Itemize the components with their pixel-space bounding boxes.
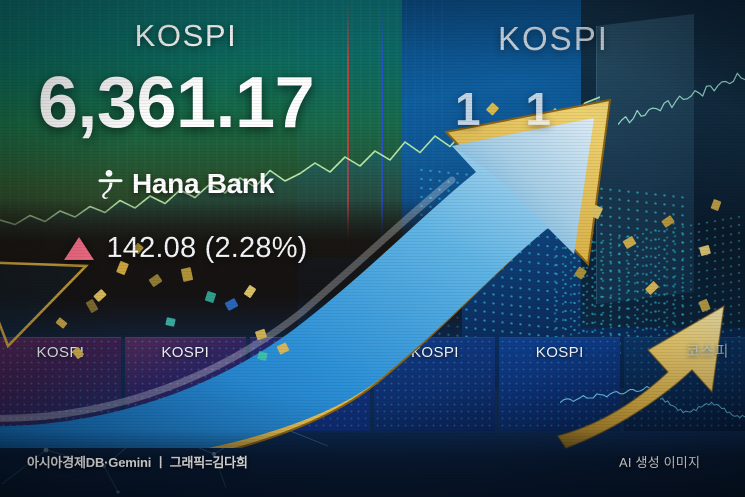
ai-notice: AI 생성 이미지 (619, 455, 701, 470)
bank-branding: Hana Bank (0, 168, 372, 200)
marker-line-red (347, 0, 350, 249)
rising-arrow-icon-secondary (556, 304, 725, 449)
panel-mini-chart (660, 398, 745, 419)
korean-index-label: 코스피 (686, 343, 729, 360)
up-triangle-icon (64, 237, 95, 260)
hana-bank-logo-icon (98, 169, 123, 200)
secondary-index-digits: 1 1 (455, 83, 567, 135)
index-change-row: 142.08 (2.28%) (0, 232, 372, 265)
confetti-particle (165, 317, 176, 327)
panel-label: KOSPI (536, 344, 584, 361)
panel-label: KOSPI (36, 344, 84, 361)
panel-label: KOSPI (411, 344, 459, 361)
bank-name: Hana Bank (131, 168, 275, 199)
panel-label: KOSPI (161, 344, 209, 361)
rising-arrow-icon (0, 98, 612, 448)
index-value: 6,361.17 (37, 63, 315, 143)
source-credit: 아시아경제DB·Gemini ㅣ 그래픽=김다희 (27, 455, 248, 470)
page-title: KOSPI (134, 18, 238, 53)
triangle-outline-decoration (0, 261, 89, 349)
secondary-line-chart (618, 72, 745, 125)
monitor-panel: KOSPI (499, 336, 621, 432)
panel-dot-texture (499, 337, 621, 432)
monitor-panel: KOSPI (0, 336, 121, 432)
marker-line-blue (381, 0, 384, 249)
secondary-index-title: KOSPI (498, 20, 609, 57)
index-change-value: 142.08 (2.28%) (106, 232, 308, 264)
